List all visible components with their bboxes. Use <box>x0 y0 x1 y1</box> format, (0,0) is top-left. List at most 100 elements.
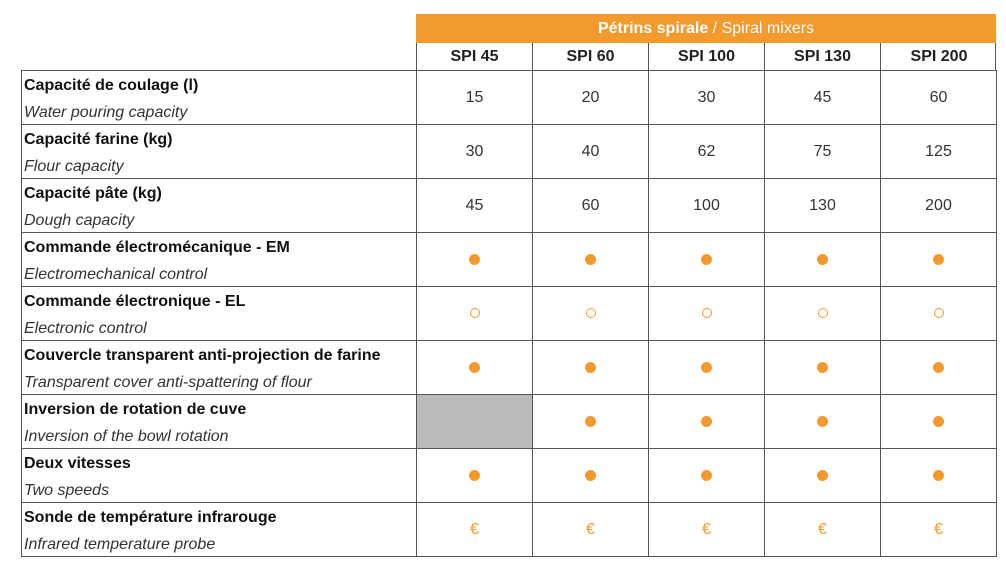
value-cell: € <box>764 502 881 557</box>
value-cell: 125 <box>880 124 997 179</box>
row-label: Capacité farine (kg) Flour capacity <box>21 124 417 179</box>
spec-row: Couvercle transparent anti-projection de… <box>21 340 997 395</box>
model-header-spi45: SPI 45 <box>417 43 533 70</box>
cell-value: 45 <box>813 88 832 106</box>
cell-value: 200 <box>925 196 952 214</box>
cell-value: 60 <box>929 88 948 106</box>
value-cell <box>880 232 997 287</box>
value-cell <box>764 394 881 449</box>
filled-circle-icon <box>469 253 480 265</box>
cell-value: 75 <box>813 142 832 160</box>
value-cell: € <box>880 502 997 557</box>
value-cell <box>764 232 881 287</box>
value-cell: 200 <box>880 178 997 233</box>
filled-circle-icon <box>701 415 712 427</box>
filled-circle-icon <box>585 253 596 265</box>
value-cell: € <box>532 502 649 557</box>
filled-circle-icon <box>817 415 828 427</box>
row-label-english: Two speeds <box>24 482 110 499</box>
value-cell: 30 <box>648 70 765 125</box>
cell-value: 15 <box>465 88 484 106</box>
model-header-row: SPI 45 SPI 60 SPI 100 SPI 130 SPI 200 <box>416 43 996 70</box>
value-cell: 60 <box>532 178 649 233</box>
value-cell: 45 <box>764 70 881 125</box>
cell-value: 30 <box>697 88 716 106</box>
value-cell: 40 <box>532 124 649 179</box>
row-label-french: Capacité de coulage (l) <box>24 77 199 94</box>
cell-value: 45 <box>465 196 484 214</box>
row-label-english: Dough capacity <box>24 212 135 229</box>
spec-row: Capacité pâte (kg) Dough capacity 45 60 100 1… <box>21 178 997 233</box>
filled-circle-icon <box>701 253 712 265</box>
row-label-french: Commande électronique - EL <box>24 293 246 310</box>
open-circle-icon <box>701 308 712 319</box>
value-cell <box>880 394 997 449</box>
value-cell <box>764 448 881 503</box>
value-cell: 60 <box>880 70 997 125</box>
filled-circle-icon <box>817 361 828 373</box>
open-circle-icon <box>933 308 944 319</box>
filled-circle-icon <box>701 361 712 373</box>
row-label: Capacité de coulage (l) Water pouring cap… <box>21 70 417 125</box>
value-cell <box>416 448 533 503</box>
row-label-french: Inversion de rotation de cuve <box>24 401 247 418</box>
row-label-english: Infrared temperature probe <box>24 536 216 553</box>
cell-value: 60 <box>581 196 600 214</box>
row-label-french: Commande électromécanique - EM <box>24 239 290 256</box>
cell-value: 125 <box>925 142 952 160</box>
not-available-cell <box>416 394 533 449</box>
filled-circle-icon <box>933 253 944 265</box>
value-cell: 30 <box>416 124 533 179</box>
value-cell <box>880 448 997 503</box>
cell-value: 30 <box>465 142 484 160</box>
spec-row: Deux vitesses Two speeds <box>21 448 997 503</box>
value-cell: 45 <box>416 178 533 233</box>
value-cell <box>532 448 649 503</box>
filled-circle-icon <box>933 469 944 481</box>
cell-value: 62 <box>697 142 716 160</box>
title-english: Spiral mixers <box>721 20 815 37</box>
table-title-banner: Pétrins spirale / Spiral mixers <box>416 14 996 43</box>
filled-circle-icon <box>817 469 828 481</box>
value-cell <box>648 394 765 449</box>
value-cell <box>648 340 765 395</box>
spec-table: Capacité de coulage (l) Water pouring cap… <box>21 70 997 557</box>
value-cell: 75 <box>764 124 881 179</box>
value-cell <box>648 232 765 287</box>
euro-icon: € <box>702 520 711 538</box>
value-cell <box>880 340 997 395</box>
value-cell <box>532 394 649 449</box>
row-label-english: Inversion of the bowl rotation <box>24 428 229 445</box>
value-cell <box>532 286 649 341</box>
filled-circle-icon <box>585 469 596 481</box>
value-cell <box>880 286 997 341</box>
euro-icon: € <box>586 520 595 538</box>
value-cell: 20 <box>532 70 649 125</box>
value-cell <box>416 232 533 287</box>
value-cell: 15 <box>416 70 533 125</box>
row-label-english: Water pouring capacity <box>24 104 188 121</box>
value-cell <box>764 340 881 395</box>
spec-table-body: Capacité de coulage (l) Water pouring cap… <box>21 70 997 557</box>
spec-row: Capacité farine (kg) Flour capacity 30 40 62… <box>21 124 997 179</box>
filled-circle-icon <box>585 361 596 373</box>
spec-row: Capacité de coulage (l) Water pouring cap… <box>21 70 997 125</box>
row-label: Deux vitesses Two speeds <box>21 448 417 503</box>
row-label: Inversion de rotation de cuve Inversion o… <box>21 394 417 449</box>
model-header-spi60: SPI 60 <box>533 43 649 70</box>
spec-row: Commande électronique - EL Electronic con… <box>21 286 997 341</box>
cell-value: 40 <box>581 142 600 160</box>
row-label-english: Electromechanical control <box>24 266 208 283</box>
value-cell <box>416 286 533 341</box>
value-cell: € <box>648 502 765 557</box>
row-label-french: Capacité pâte (kg) <box>24 185 162 202</box>
row-label: Capacité pâte (kg) Dough capacity <box>21 178 417 233</box>
value-cell: 130 <box>764 178 881 233</box>
open-circle-icon <box>469 308 480 319</box>
cell-value: 130 <box>809 196 836 214</box>
filled-circle-icon <box>817 253 828 265</box>
title-french: Pétrins spirale <box>597 20 709 37</box>
filled-circle-icon <box>933 361 944 373</box>
value-cell <box>648 286 765 341</box>
row-label-french: Sonde de température infrarouge <box>24 509 277 526</box>
